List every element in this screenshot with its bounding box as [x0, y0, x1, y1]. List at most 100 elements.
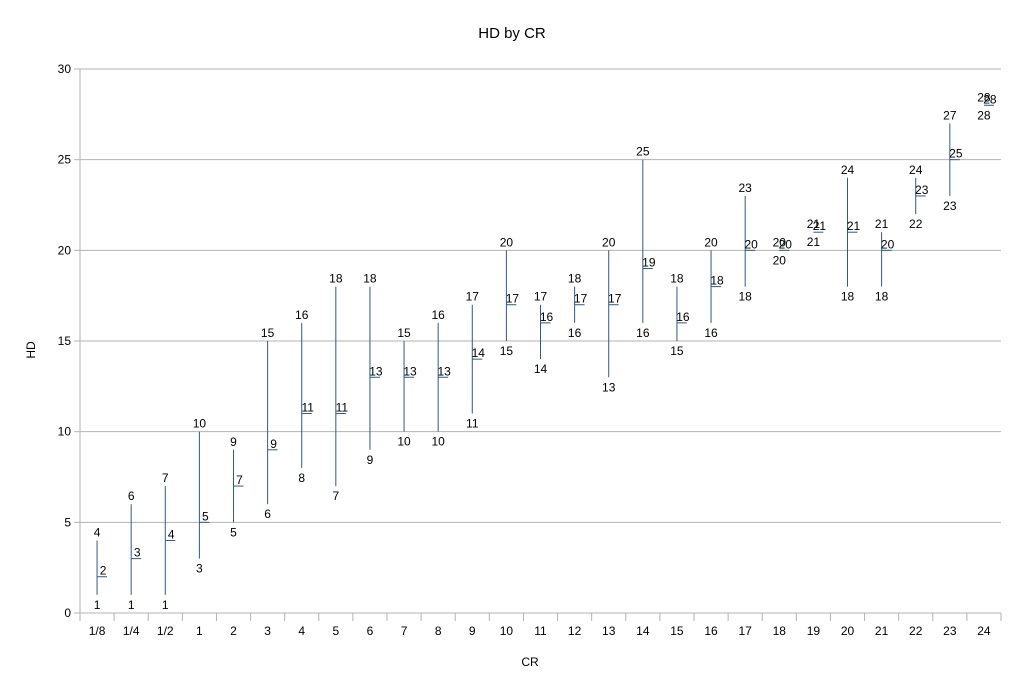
low-value-label: 13	[602, 380, 616, 394]
high-value-label: 18	[568, 272, 582, 286]
y-axis-title: HD	[24, 341, 38, 359]
y-tick-label: 10	[58, 425, 72, 439]
high-value-label: 27	[943, 108, 957, 122]
low-value-label: 20	[773, 253, 787, 267]
y-tick-label: 5	[64, 515, 71, 529]
average-value-label: 17	[574, 292, 588, 306]
high-value-label: 15	[261, 326, 275, 340]
low-value-label: 1	[162, 598, 169, 612]
x-tick-label: 13	[602, 624, 616, 638]
average-value-label: 7	[236, 473, 243, 487]
average-value-label: 4	[168, 527, 175, 541]
y-tick-label: 15	[58, 334, 72, 348]
x-tick-label: 20	[841, 624, 855, 638]
high-value-label: 6	[128, 489, 135, 503]
x-tick-label: 4	[298, 624, 305, 638]
x-tick-label: 10	[500, 624, 514, 638]
low-value-label: 18	[738, 290, 752, 304]
low-value-label: 15	[670, 344, 684, 358]
low-value-label: 10	[397, 435, 411, 449]
high-value-label: 20	[704, 235, 718, 249]
average-value-label: 16	[676, 310, 690, 324]
average-value-label: 5	[202, 509, 209, 523]
average-value-label: 20	[779, 237, 793, 251]
high-value-label: 9	[230, 435, 237, 449]
x-tick-label: 1/8	[89, 624, 106, 638]
high-value-label: 20	[602, 235, 616, 249]
x-tick-label: 3	[264, 624, 271, 638]
average-value-label: 20	[881, 237, 895, 251]
low-value-label: 16	[568, 326, 582, 340]
average-value-label: 21	[813, 219, 827, 233]
x-tick-label: 12	[568, 624, 582, 638]
average-value-label: 16	[540, 310, 554, 324]
high-value-label: 7	[162, 471, 169, 485]
low-value-label: 7	[332, 489, 339, 503]
x-tick-label: 6	[367, 624, 374, 638]
x-tick-label: 17	[738, 624, 752, 638]
x-tick-label: 15	[670, 624, 684, 638]
high-value-label: 28	[977, 90, 991, 104]
low-value-label: 21	[807, 235, 821, 249]
chart-title: HD by CR	[478, 25, 546, 42]
low-value-label: 23	[943, 199, 957, 213]
x-tick-label: 24	[977, 624, 991, 638]
low-value-label: 16	[636, 326, 650, 340]
x-tick-label: 21	[875, 624, 889, 638]
data-marks: 4126137141035957156916811187111891315101…	[94, 90, 997, 612]
high-value-label: 20	[773, 235, 787, 249]
average-value-label: 25	[949, 147, 963, 161]
high-value-label: 4	[94, 525, 101, 539]
low-value-label: 15	[500, 344, 514, 358]
high-value-label: 17	[534, 290, 548, 304]
high-value-label: 15	[397, 326, 411, 340]
high-value-label: 24	[909, 163, 923, 177]
average-value-label: 18	[710, 274, 724, 288]
high-value-label: 25	[636, 145, 650, 159]
x-tick-label: 5	[332, 624, 339, 638]
high-value-label: 24	[841, 163, 855, 177]
x-tick-label: 7	[401, 624, 408, 638]
average-value-label: 13	[369, 364, 383, 378]
high-value-label: 18	[670, 272, 684, 286]
x-tick-label: 8	[435, 624, 442, 638]
average-value-label: 21	[847, 219, 861, 233]
high-value-label: 16	[295, 308, 309, 322]
low-value-label: 11	[466, 417, 479, 431]
x-tick-label: 1	[196, 624, 203, 638]
high-value-label: 17	[466, 290, 480, 304]
high-value-label: 10	[193, 417, 207, 431]
high-value-label: 20	[500, 235, 514, 249]
low-value-label: 18	[875, 290, 889, 304]
low-value-label: 1	[128, 598, 135, 612]
low-value-label: 9	[367, 453, 374, 467]
x-tick-label: 1/4	[123, 624, 140, 638]
average-value-label: 17	[506, 292, 520, 306]
low-value-label: 28	[977, 108, 991, 122]
x-tick-label: 14	[636, 624, 650, 638]
average-value-label: 11	[336, 401, 349, 415]
y-tick-label: 30	[58, 62, 72, 76]
low-value-label: 16	[704, 326, 718, 340]
average-value-label: 2	[100, 564, 107, 578]
x-tick-label: 2	[230, 624, 237, 638]
low-value-label: 10	[431, 435, 445, 449]
x-tick-label: 22	[909, 624, 923, 638]
low-value-label: 8	[298, 471, 305, 485]
y-tick-label: 25	[58, 153, 72, 167]
average-value-label: 13	[437, 364, 451, 378]
average-value-label: 20	[744, 237, 758, 251]
x-tick-label: 19	[807, 624, 821, 638]
high-value-label: 16	[431, 308, 445, 322]
x-tick-label: 16	[704, 624, 718, 638]
average-value-label: 17	[608, 292, 622, 306]
high-value-label: 18	[329, 272, 343, 286]
low-value-label: 18	[841, 290, 855, 304]
high-value-label: 21	[875, 217, 889, 231]
y-tick-label: 0	[64, 606, 71, 620]
x-tick-label: 23	[943, 624, 957, 638]
average-value-label: 11	[301, 401, 314, 415]
high-value-label: 21	[807, 217, 821, 231]
high-value-label: 23	[738, 181, 752, 195]
